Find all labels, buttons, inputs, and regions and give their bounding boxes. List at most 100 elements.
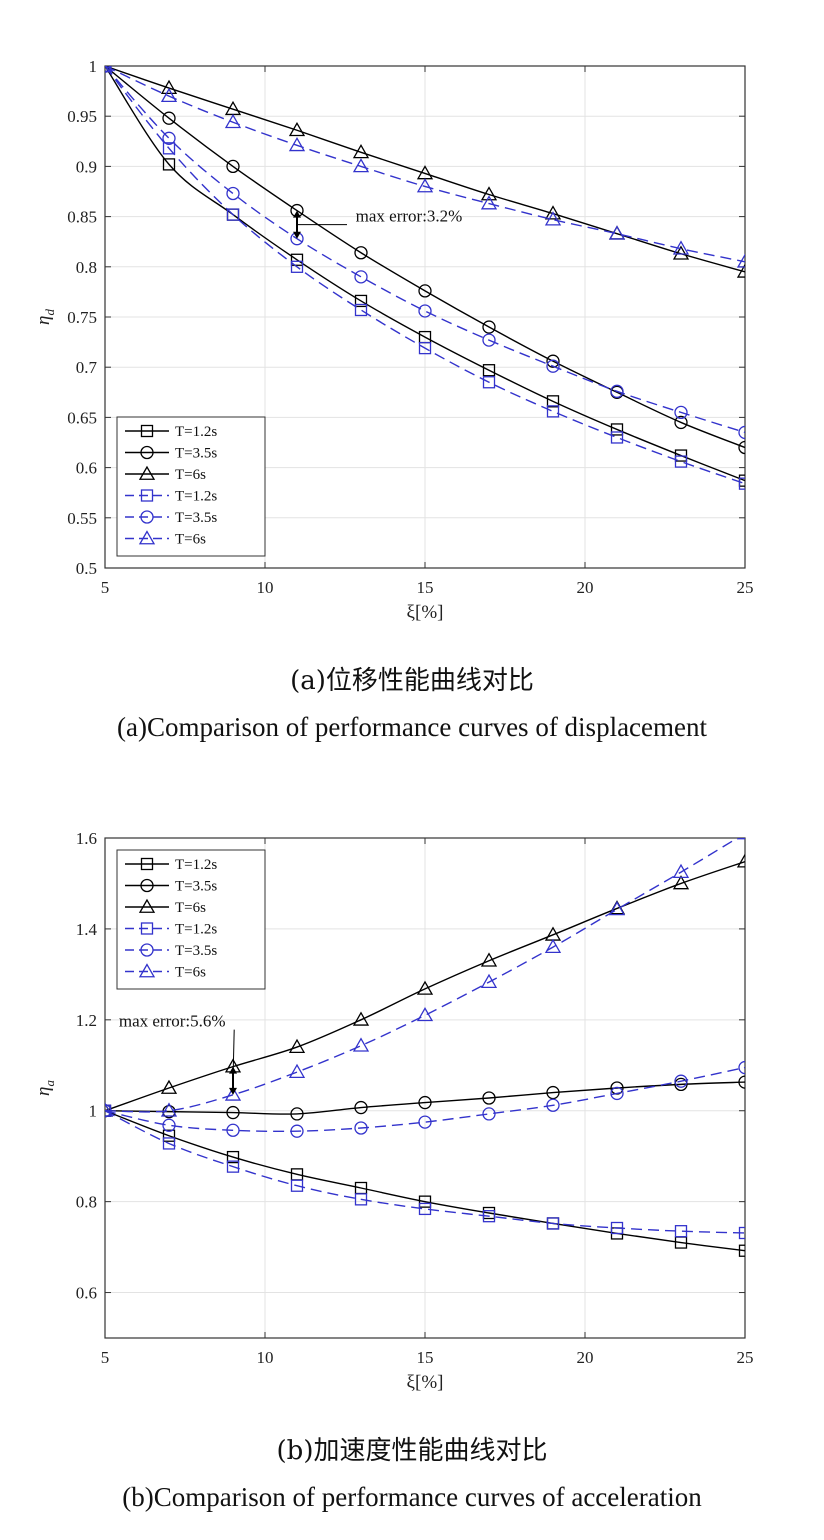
legend-label: T=6s <box>175 965 206 981</box>
data-point-5 <box>288 1063 306 1078</box>
series-line-4 <box>105 1066 745 1133</box>
chart-0-legend: T=1.2s T=3.5s T=6s T=1.2s T=3.5s T=6s <box>116 416 266 557</box>
data-point-3 <box>546 405 560 418</box>
data-point-5 <box>352 158 370 173</box>
error-arrow-head-bottom <box>229 1087 237 1095</box>
data-point-3 <box>610 1221 624 1235</box>
x-tick-label: 5 <box>101 578 110 597</box>
data-point-5 <box>480 195 498 210</box>
data-point-0 <box>610 423 624 436</box>
data-point-5 <box>105 1102 114 1117</box>
data-point-4 <box>226 186 240 201</box>
x-tick-label: 25 <box>737 1348 754 1367</box>
y-axis-label-subscript: d <box>42 309 57 316</box>
data-point-0 <box>226 1150 240 1164</box>
data-point-3 <box>674 1225 688 1238</box>
data-point-4 <box>226 1123 240 1137</box>
y-tick-label: 0.55 <box>67 509 97 528</box>
legend-swatch-marker <box>140 857 154 871</box>
chart-0-y-axis-label: ηd <box>33 309 57 325</box>
data-point-4 <box>162 1118 176 1132</box>
data-point-1 <box>674 1077 688 1092</box>
data-point-4 <box>738 425 745 440</box>
data-point-5 <box>224 1086 242 1101</box>
data-point-0 <box>482 364 496 377</box>
error-arrow-head-bottom <box>293 231 301 239</box>
legend-swatch-marker <box>140 489 154 502</box>
data-point-2 <box>288 121 306 137</box>
data-point-2 <box>480 952 498 967</box>
data-point-1 <box>546 1085 560 1100</box>
series-line-0 <box>105 1110 745 1252</box>
data-point-2 <box>736 263 745 278</box>
chart-1-x-axis-label: ξ[%] <box>407 1372 444 1393</box>
data-point-3 <box>738 477 745 490</box>
data-point-0 <box>290 1168 304 1181</box>
x-tick-label: 20 <box>577 1348 594 1367</box>
data-point-3 <box>418 341 432 355</box>
data-point-5 <box>672 863 690 878</box>
data-point-2 <box>352 1011 370 1026</box>
x-tick-label: 5 <box>101 1348 110 1367</box>
chart-0-y-ticks: 0.5 0.55 0.6 0.65 0.7 0.75 0.8 0.85 0.9 0.95 1 <box>67 57 745 578</box>
data-point-5 <box>224 113 242 129</box>
legend-label: T=6s <box>175 900 206 916</box>
chart-1-series-group <box>105 838 745 1257</box>
y-tick-label: 0.65 <box>67 408 97 427</box>
data-point-1 <box>354 246 368 260</box>
y-tick-label: 1.2 <box>76 1011 97 1030</box>
chart-1-y-ticks: 0.6 0.8 1 1.2 1.4 1.6 <box>76 829 745 1303</box>
data-point-1 <box>418 1095 432 1110</box>
annotation-label: max error:3.2% <box>356 207 463 226</box>
data-point-5 <box>736 253 745 268</box>
data-point-4 <box>162 131 176 145</box>
displacement-chart: 5 10 15 20 25 0.5 0.55 0.6 0.65 0.7 0.75 0.8 0.85 0.9… <box>33 57 754 623</box>
data-point-1 <box>482 1091 496 1105</box>
data-point-3 <box>482 376 496 389</box>
series-line-0 <box>105 66 745 482</box>
data-point-3 <box>482 1210 496 1223</box>
data-point-2 <box>672 245 690 260</box>
data-point-4 <box>546 1098 560 1112</box>
data-point-4 <box>354 270 368 284</box>
data-point-1 <box>418 284 432 298</box>
data-point-4 <box>418 304 432 318</box>
data-point-5 <box>416 1006 434 1022</box>
data-point-0 <box>418 1195 432 1208</box>
y-tick-label: 0.6 <box>76 1284 97 1303</box>
series-line-5 <box>105 838 739 1113</box>
legend-swatch-marker <box>138 530 156 545</box>
chart-1-legend: T=1.2s T=3.5s T=6s T=1.2s T=3.5s T=6s <box>116 849 266 990</box>
y-tick-label: 0.8 <box>76 258 97 277</box>
data-point-5 <box>352 1037 370 1052</box>
data-point-1 <box>546 354 560 368</box>
legend-swatch-marker <box>140 878 154 893</box>
data-point-4 <box>482 1107 496 1121</box>
data-point-5 <box>608 901 626 916</box>
series-line-5 <box>105 66 745 263</box>
data-point-3 <box>162 142 176 155</box>
legend-label: T=1.2s <box>175 424 217 440</box>
data-point-5 <box>160 87 178 103</box>
legend-swatch-marker <box>140 922 154 935</box>
data-point-4 <box>546 359 560 373</box>
data-point-1 <box>738 440 745 455</box>
data-point-3 <box>354 1193 368 1206</box>
legend-swatch-marker <box>140 943 154 957</box>
x-tick-label: 10 <box>257 1348 274 1367</box>
y-axis-label-text: ηd <box>33 309 57 325</box>
series-line-2 <box>105 860 745 1112</box>
data-point-1 <box>226 1105 240 1120</box>
chart-1-y-axis-label: ηa <box>33 1080 57 1096</box>
data-point-5 <box>416 178 434 193</box>
legend-box <box>116 416 266 557</box>
x-tick-label: 25 <box>737 578 754 597</box>
data-point-0 <box>674 1236 688 1249</box>
data-point-0 <box>354 1181 368 1195</box>
data-point-1 <box>226 159 240 174</box>
y-tick-label: 0.5 <box>76 559 97 578</box>
legend-swatch-marker <box>140 510 154 524</box>
data-point-5 <box>544 211 562 226</box>
chart-1-x-ticks: 5 10 15 20 25 <box>101 838 754 1367</box>
data-point-3 <box>354 303 368 317</box>
